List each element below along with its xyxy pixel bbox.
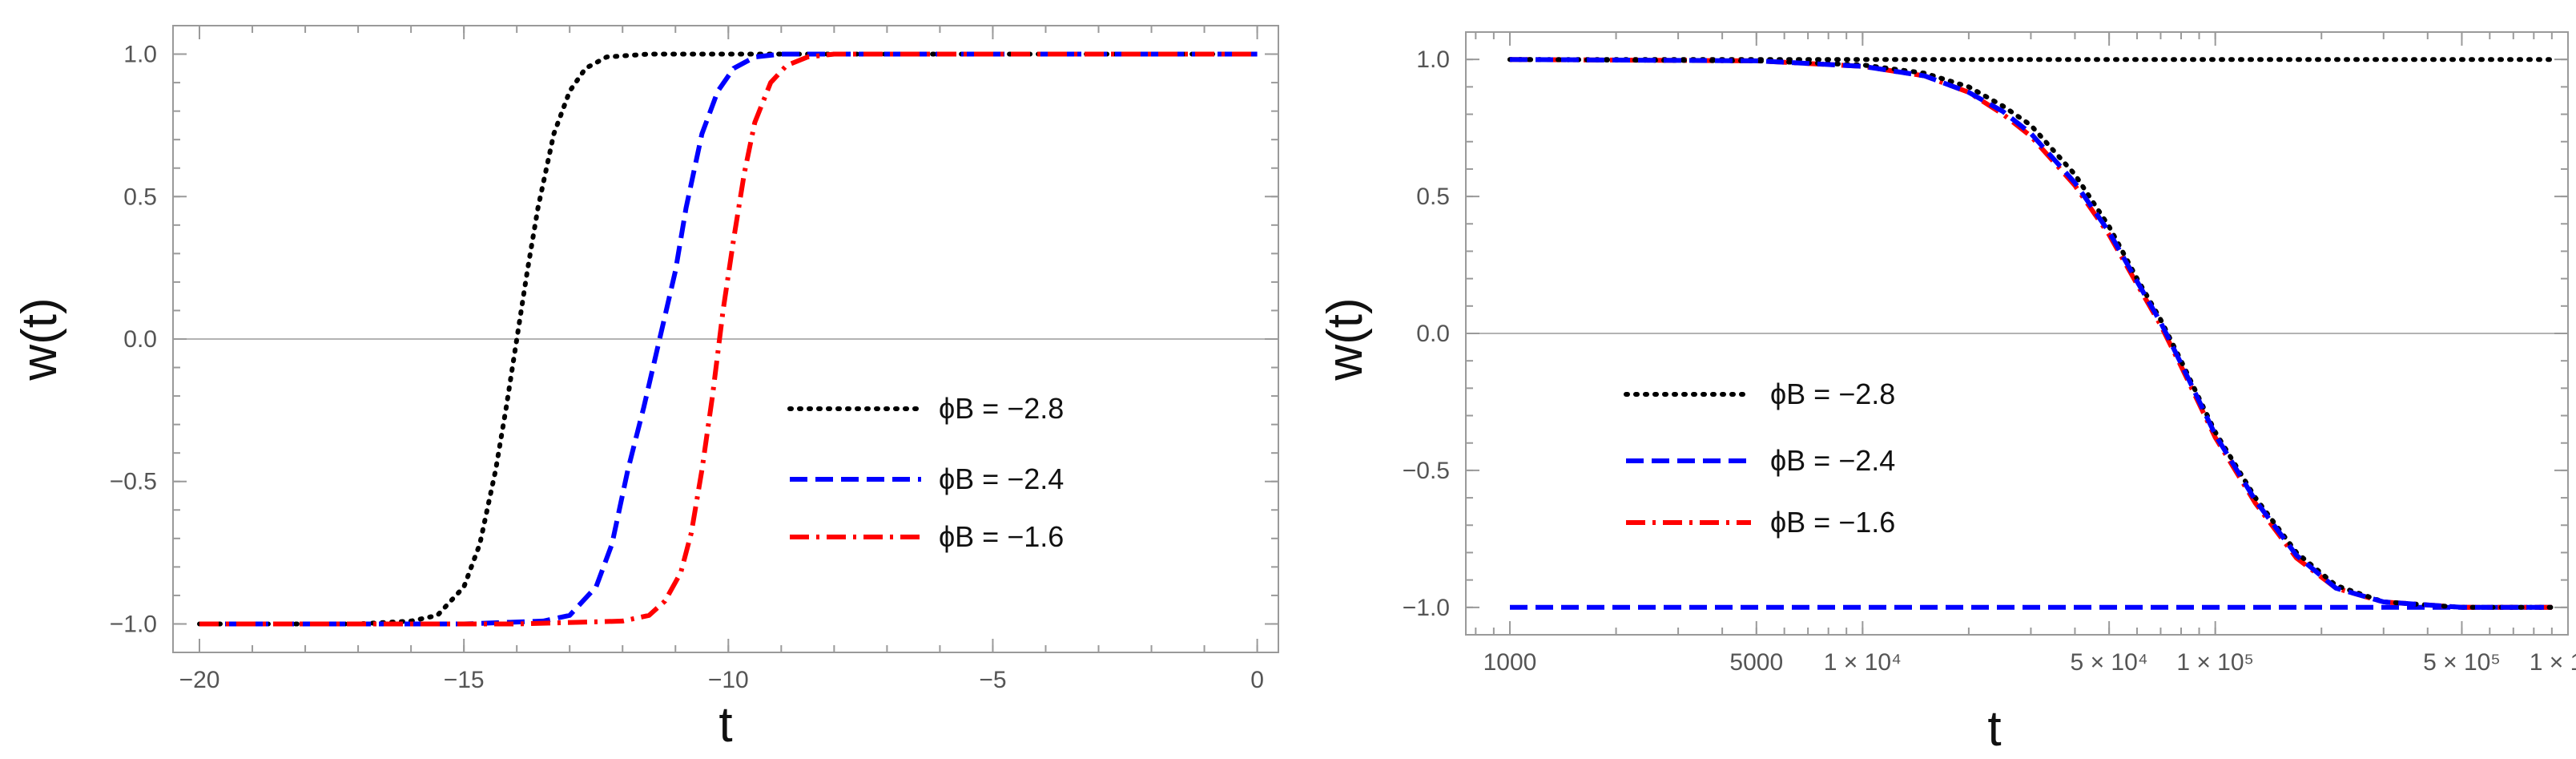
x-tick-label: −5 xyxy=(979,667,1006,693)
chart-1: −1.0 −0.5 0.0 0.5 1.0 −20 −15 −10 −5 0 w(t) t ϕB = −… xyxy=(12,25,1279,753)
x-tick-label: 1000 xyxy=(1483,649,1537,676)
x-tick-label: 5000 xyxy=(1729,649,1783,676)
y-tick-label: −1.0 xyxy=(110,611,157,637)
series-group xyxy=(1507,57,2554,610)
x-axis-label: t xyxy=(718,697,732,753)
series-line-3 xyxy=(199,51,1258,627)
x-tick-label: 5 × 10⁵ xyxy=(2423,649,2501,676)
legend: ϕB = −2.8 ϕB = −2.4 ϕB = −1.6 xyxy=(787,392,1064,553)
y-tick-label: 0.0 xyxy=(123,326,157,353)
legend-label: ϕB = −2.4 xyxy=(939,462,1064,495)
x-tick-label: 1 × 10⁵ xyxy=(2176,649,2254,676)
x-tick-label: 5 × 10⁴ xyxy=(2071,649,2148,676)
legend-label: ϕB = −2.4 xyxy=(1770,444,1895,477)
x-tick-label: 1 × 10⁴ xyxy=(1824,649,1902,676)
x-tick-label: 1 × 10⁶ xyxy=(2530,649,2576,676)
legend-label: ϕB = −1.6 xyxy=(939,520,1064,553)
y-tick-label: 1.0 xyxy=(123,42,157,68)
y-tick-label: 0.5 xyxy=(1416,184,1450,210)
y-tick-label: 0.0 xyxy=(1416,321,1450,347)
x-tick-label: −15 xyxy=(444,667,485,693)
y-tick-label: 1.0 xyxy=(1416,46,1450,73)
x-tick-label: 0 xyxy=(1250,667,1264,693)
y-axis-label: w(t) xyxy=(1318,297,1373,381)
x-tick-label: −10 xyxy=(708,667,749,693)
chart-2: −1.0 −0.5 0.0 0.5 1.0 1000 5000 1 × 10⁴ 5 × 10⁴ 1… xyxy=(1318,31,2576,757)
legend-label: ϕB = −2.8 xyxy=(1770,377,1895,410)
legend: ϕB = −2.8 ϕB = −2.4 ϕB = −1.6 xyxy=(1624,377,1895,539)
series-group xyxy=(197,51,1260,627)
y-axis-label: w(t) xyxy=(12,297,67,381)
legend-label: ϕB = −2.8 xyxy=(939,392,1064,425)
legend-label: ϕB = −1.6 xyxy=(1770,506,1895,539)
x-axis-label: t xyxy=(1987,701,2001,757)
series-line-1 xyxy=(197,51,1260,627)
y-tick-label: −0.5 xyxy=(1403,458,1450,484)
y-tick-label: 0.5 xyxy=(123,184,157,210)
series-line-5 xyxy=(1509,57,2552,610)
y-tick-label: −0.5 xyxy=(110,469,157,495)
y-tick-label: −1.0 xyxy=(1403,595,1450,621)
x-tick-label: −20 xyxy=(179,667,220,693)
